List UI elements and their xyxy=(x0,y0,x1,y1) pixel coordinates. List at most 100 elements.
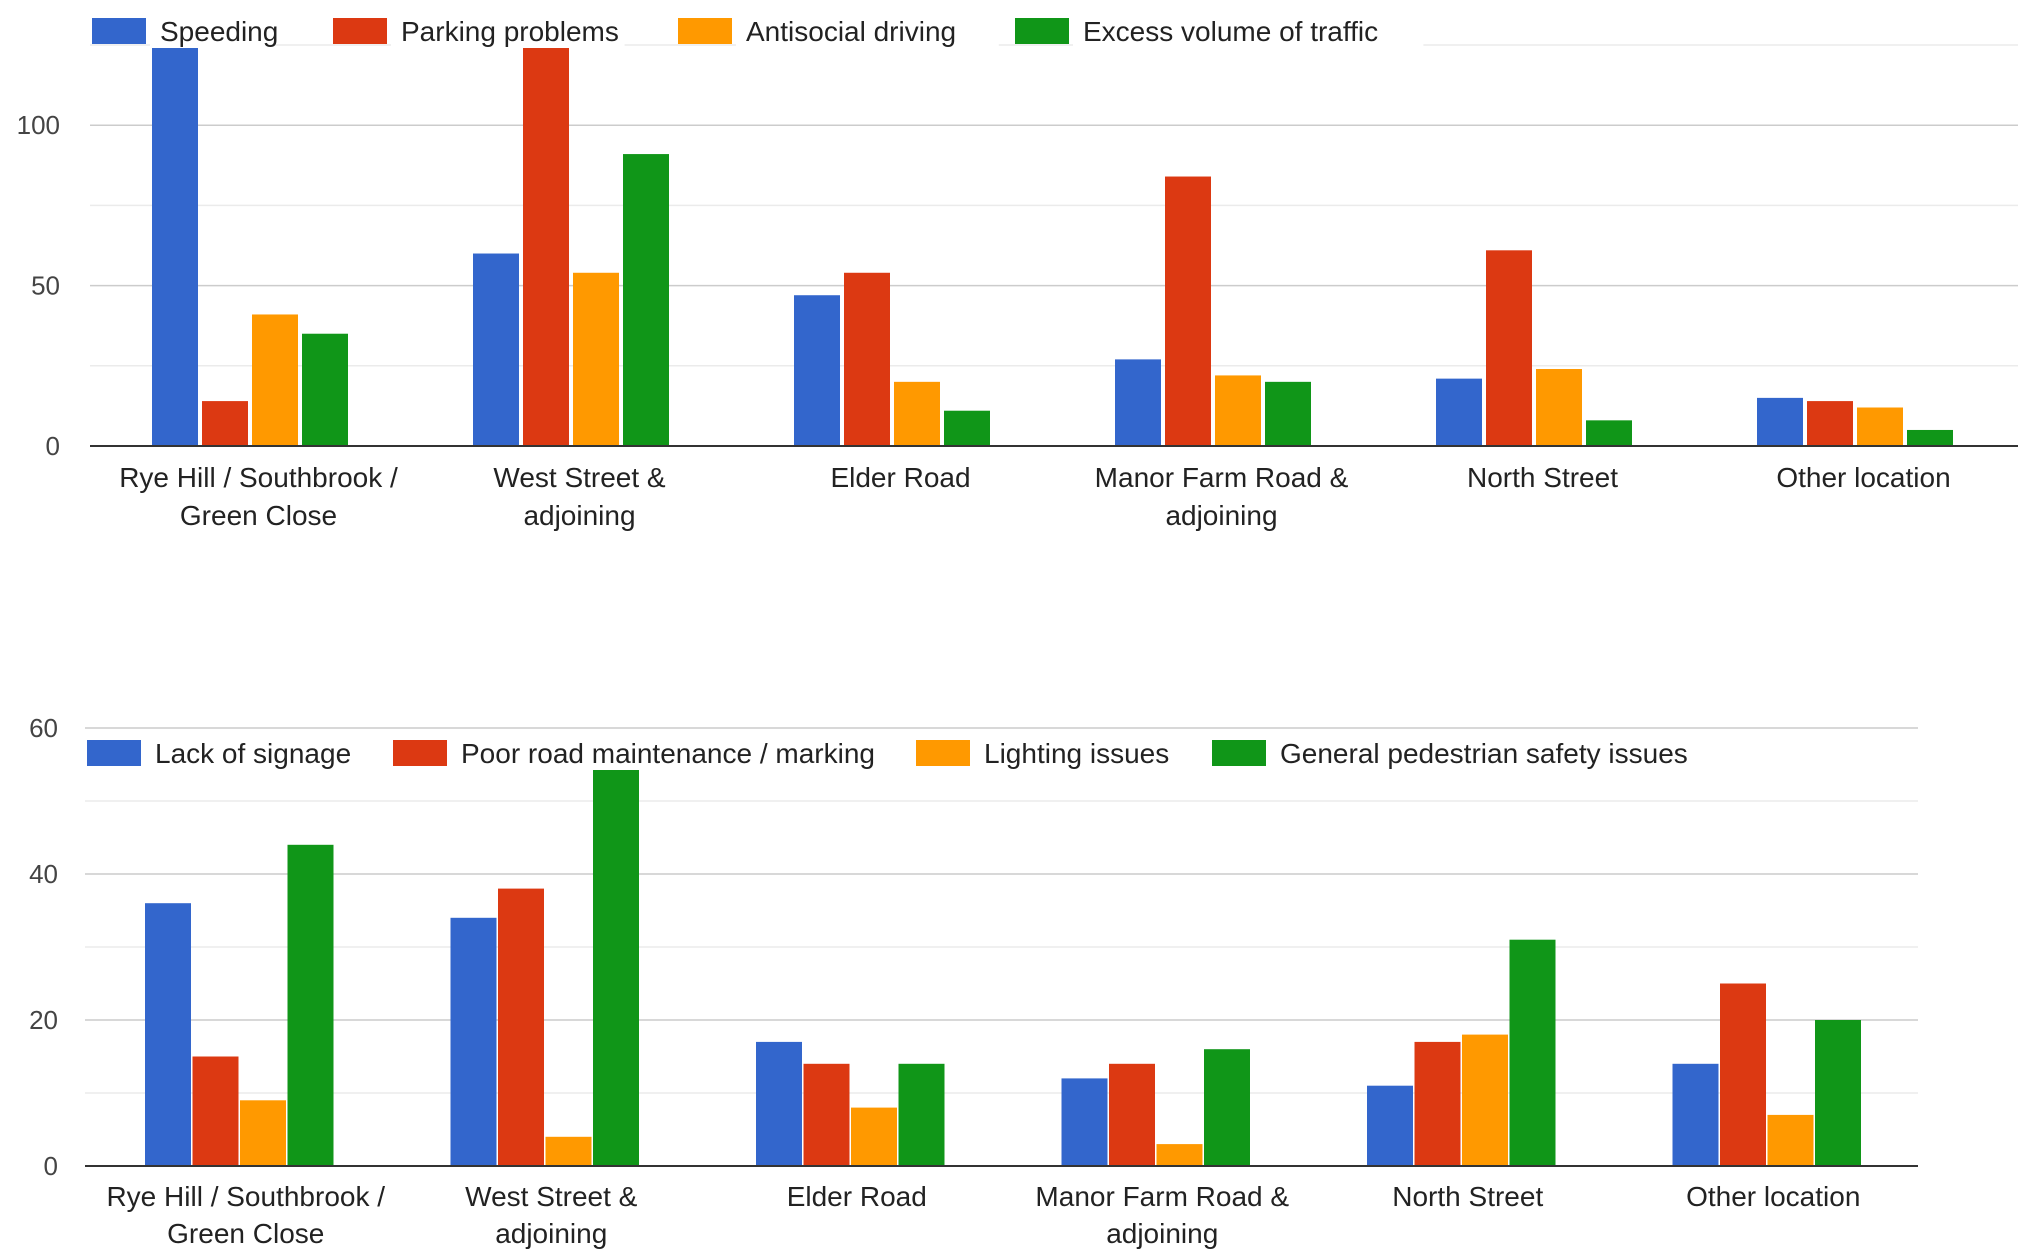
x-category-label-line: adjoining xyxy=(1106,1218,1218,1249)
bar-4 xyxy=(1265,381,1311,446)
legend-label: Lighting issues xyxy=(984,738,1169,769)
legend-label-bg xyxy=(736,14,999,48)
bar-2 xyxy=(1486,250,1532,446)
bar-2 xyxy=(844,272,890,446)
bar-3 xyxy=(894,381,940,446)
legend: Lack of signage Poor road maintenance / m… xyxy=(87,736,1738,770)
bar-2 xyxy=(523,45,569,446)
x-category-label: Other location xyxy=(1776,462,1950,493)
legend-swatch xyxy=(393,740,447,766)
x-category-label: Manor Farm Road & adjoining xyxy=(1095,462,1349,531)
x-category-label-line: North Street xyxy=(1467,462,1618,493)
x-category-label: Rye Hill / Southbrook / Green Close xyxy=(106,1181,385,1249)
legend-label: Antisocial driving xyxy=(746,16,956,47)
y-tick-label: 0 xyxy=(44,1151,58,1181)
bar-1 xyxy=(152,45,198,446)
x-category-label-line: Manor Farm Road & xyxy=(1035,1181,1289,1212)
x-category-label: Elder Road xyxy=(787,1181,927,1212)
bar-1 xyxy=(1436,378,1482,446)
x-category-label: Manor Farm Road & adjoining xyxy=(1035,1181,1289,1249)
legend-swatch xyxy=(678,18,732,44)
x-category-label: West Street & adjoining xyxy=(493,462,666,531)
x-category-label-line: Green Close xyxy=(167,1218,324,1249)
x-category-label-line: Rye Hill / Southbrook / xyxy=(119,462,398,493)
legend-swatch xyxy=(916,740,970,766)
bar-4 xyxy=(1815,1020,1861,1166)
x-category-label-line: Rye Hill / Southbrook / xyxy=(106,1181,385,1212)
bar-1 xyxy=(1672,1063,1719,1166)
legend-swatch xyxy=(333,18,387,44)
bar-2 xyxy=(202,401,248,446)
bar-3 xyxy=(851,1107,897,1166)
x-category-label-line: Elder Road xyxy=(830,462,970,493)
bar-2 xyxy=(498,888,544,1166)
legend-label-bg xyxy=(391,14,625,48)
x-category-label-line: Elder Road xyxy=(787,1181,927,1212)
bar-3 xyxy=(1767,1114,1814,1166)
x-category-label-line: Other location xyxy=(1776,462,1950,493)
y-tick-label: 40 xyxy=(29,859,58,889)
bar-2 xyxy=(192,1056,239,1166)
bar-4 xyxy=(302,333,348,446)
y-tick-label: 100 xyxy=(17,110,60,140)
bar-1 xyxy=(473,253,519,446)
bar-3 xyxy=(252,314,298,446)
bar-2 xyxy=(1807,401,1853,446)
bar-1 xyxy=(756,1041,802,1166)
x-category-label-line: adjoining xyxy=(1165,500,1277,531)
x-category-label-line: Other location xyxy=(1686,1181,1860,1212)
x-category-label: North Street xyxy=(1467,462,1618,493)
x-category-label: Other location xyxy=(1686,1181,1860,1212)
bar-4 xyxy=(1907,429,1953,446)
legend-label-bg xyxy=(1270,736,1738,770)
bar-3 xyxy=(1536,369,1582,446)
x-category-label-line: adjoining xyxy=(495,1218,607,1249)
legend-label: Speeding xyxy=(160,16,278,47)
legend-label: Lack of signage xyxy=(155,738,351,769)
x-category-label-line: Manor Farm Road & xyxy=(1095,462,1349,493)
bar-1 xyxy=(1115,359,1161,446)
legend-label-bg xyxy=(974,736,1193,770)
bar-3 xyxy=(545,1136,592,1166)
bar-2 xyxy=(1720,983,1766,1166)
bar-4 xyxy=(898,1063,945,1166)
legend: Speeding Parking problems Antisocial drivi… xyxy=(92,14,1424,48)
bar-4 xyxy=(593,764,639,1166)
x-category-label-line: North Street xyxy=(1392,1181,1543,1212)
bar-1 xyxy=(1061,1078,1108,1166)
bar-4 xyxy=(287,844,334,1166)
legend-swatch xyxy=(1212,740,1266,766)
bar-2 xyxy=(1165,176,1211,446)
bar-3 xyxy=(240,1100,286,1166)
x-category-label: West Street & adjoining xyxy=(465,1181,638,1249)
bar-1 xyxy=(1757,397,1803,446)
bar-3 xyxy=(573,272,619,446)
bar-3 xyxy=(1215,375,1261,446)
bar-3 xyxy=(1156,1144,1203,1166)
legend-label: General pedestrian safety issues xyxy=(1280,738,1688,769)
bar-2 xyxy=(1414,1041,1461,1166)
chart-panel-1: 0 50 100 Rye Hill / Southbrook / Green Close… xyxy=(17,14,2018,531)
legend-label: Parking problems xyxy=(401,16,619,47)
legend-label-bg xyxy=(1073,14,1424,48)
bar-2 xyxy=(803,1063,850,1166)
bar-1 xyxy=(794,295,840,446)
x-category-label: North Street xyxy=(1392,1181,1543,1212)
bar-2 xyxy=(1109,1063,1155,1166)
x-category-label-line: West Street & xyxy=(493,462,666,493)
bar-3 xyxy=(1462,1034,1508,1166)
legend-label: Excess volume of traffic xyxy=(1083,16,1378,47)
x-category-label-line: Green Close xyxy=(180,500,337,531)
x-category-label: Rye Hill / Southbrook / Green Close xyxy=(119,462,398,531)
bar-1 xyxy=(1367,1085,1413,1166)
y-tick-label: 60 xyxy=(29,713,58,743)
bar-4 xyxy=(623,154,669,446)
y-tick-label: 50 xyxy=(31,271,60,301)
x-category-label-line: West Street & xyxy=(465,1181,638,1212)
x-category-label-line: adjoining xyxy=(523,500,635,531)
y-tick-label: 20 xyxy=(29,1005,58,1035)
bar-1 xyxy=(450,917,497,1166)
bar-4 xyxy=(944,410,990,446)
